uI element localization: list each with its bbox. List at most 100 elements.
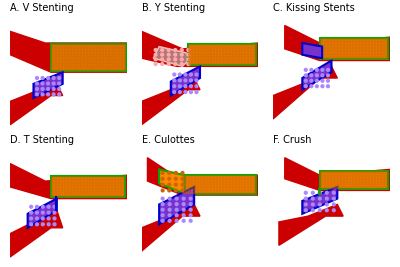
Circle shape <box>311 191 314 194</box>
Circle shape <box>53 52 54 53</box>
Circle shape <box>91 64 92 65</box>
Circle shape <box>120 64 121 65</box>
Circle shape <box>60 64 61 65</box>
Circle shape <box>98 52 99 53</box>
Circle shape <box>168 197 171 200</box>
Circle shape <box>175 203 178 206</box>
Circle shape <box>123 49 124 50</box>
Circle shape <box>182 214 185 217</box>
Circle shape <box>154 63 157 65</box>
Circle shape <box>321 85 324 88</box>
Polygon shape <box>28 199 57 228</box>
Circle shape <box>98 55 99 56</box>
Circle shape <box>326 68 329 71</box>
Circle shape <box>47 93 50 96</box>
Circle shape <box>53 46 54 47</box>
Circle shape <box>36 223 38 226</box>
Circle shape <box>304 209 307 212</box>
Circle shape <box>52 88 55 90</box>
Circle shape <box>53 205 56 208</box>
Circle shape <box>181 183 184 186</box>
Circle shape <box>53 61 54 62</box>
Polygon shape <box>142 205 200 251</box>
Circle shape <box>161 197 164 200</box>
Circle shape <box>123 52 124 53</box>
Circle shape <box>182 197 185 200</box>
Circle shape <box>168 208 171 211</box>
Circle shape <box>42 223 44 226</box>
Bar <box>320 171 388 189</box>
Circle shape <box>85 55 86 56</box>
Bar <box>51 44 126 71</box>
Polygon shape <box>10 210 63 257</box>
Circle shape <box>98 61 99 62</box>
Circle shape <box>101 49 102 50</box>
Circle shape <box>107 61 108 62</box>
Circle shape <box>321 74 324 77</box>
Text: B. Y Stenting: B. Y Stenting <box>142 3 205 13</box>
Circle shape <box>174 49 177 52</box>
Circle shape <box>190 85 192 88</box>
Circle shape <box>113 55 114 56</box>
Circle shape <box>154 49 157 52</box>
Circle shape <box>180 63 183 65</box>
Circle shape <box>79 46 80 47</box>
Circle shape <box>98 46 99 47</box>
Circle shape <box>107 52 108 53</box>
Circle shape <box>42 211 44 214</box>
Circle shape <box>52 82 55 85</box>
Circle shape <box>47 82 50 85</box>
Circle shape <box>30 217 32 220</box>
Polygon shape <box>285 158 390 190</box>
Circle shape <box>36 211 38 214</box>
Circle shape <box>98 64 99 65</box>
Circle shape <box>175 197 178 200</box>
Polygon shape <box>159 187 194 224</box>
Circle shape <box>57 46 58 47</box>
Circle shape <box>189 197 192 200</box>
Circle shape <box>53 49 54 50</box>
Circle shape <box>123 55 124 56</box>
Circle shape <box>47 223 50 226</box>
Circle shape <box>91 61 92 62</box>
Circle shape <box>98 67 99 68</box>
Circle shape <box>180 49 183 52</box>
Circle shape <box>82 55 83 56</box>
Circle shape <box>311 209 314 212</box>
Circle shape <box>79 55 80 56</box>
Circle shape <box>69 52 70 53</box>
Circle shape <box>58 82 60 85</box>
Circle shape <box>168 183 171 186</box>
Circle shape <box>168 177 171 180</box>
Circle shape <box>123 61 124 62</box>
Circle shape <box>42 217 44 220</box>
Circle shape <box>321 68 324 71</box>
Circle shape <box>82 61 83 62</box>
Circle shape <box>113 61 114 62</box>
Circle shape <box>107 55 108 56</box>
Circle shape <box>332 203 335 206</box>
Circle shape <box>104 61 105 62</box>
Circle shape <box>195 91 198 93</box>
Circle shape <box>310 85 313 88</box>
Circle shape <box>195 85 198 88</box>
Circle shape <box>85 61 86 62</box>
Circle shape <box>63 64 64 65</box>
Circle shape <box>47 77 50 80</box>
Circle shape <box>70 61 71 62</box>
Polygon shape <box>34 72 63 98</box>
Circle shape <box>182 219 185 222</box>
Circle shape <box>182 208 185 211</box>
Circle shape <box>53 223 56 226</box>
Circle shape <box>332 191 335 194</box>
Circle shape <box>57 52 58 53</box>
Circle shape <box>91 52 92 53</box>
Circle shape <box>318 197 321 200</box>
Circle shape <box>58 93 60 96</box>
Circle shape <box>113 52 114 53</box>
Circle shape <box>76 61 77 62</box>
Circle shape <box>101 67 102 68</box>
Circle shape <box>101 46 102 47</box>
Circle shape <box>101 64 102 65</box>
Circle shape <box>47 88 50 90</box>
